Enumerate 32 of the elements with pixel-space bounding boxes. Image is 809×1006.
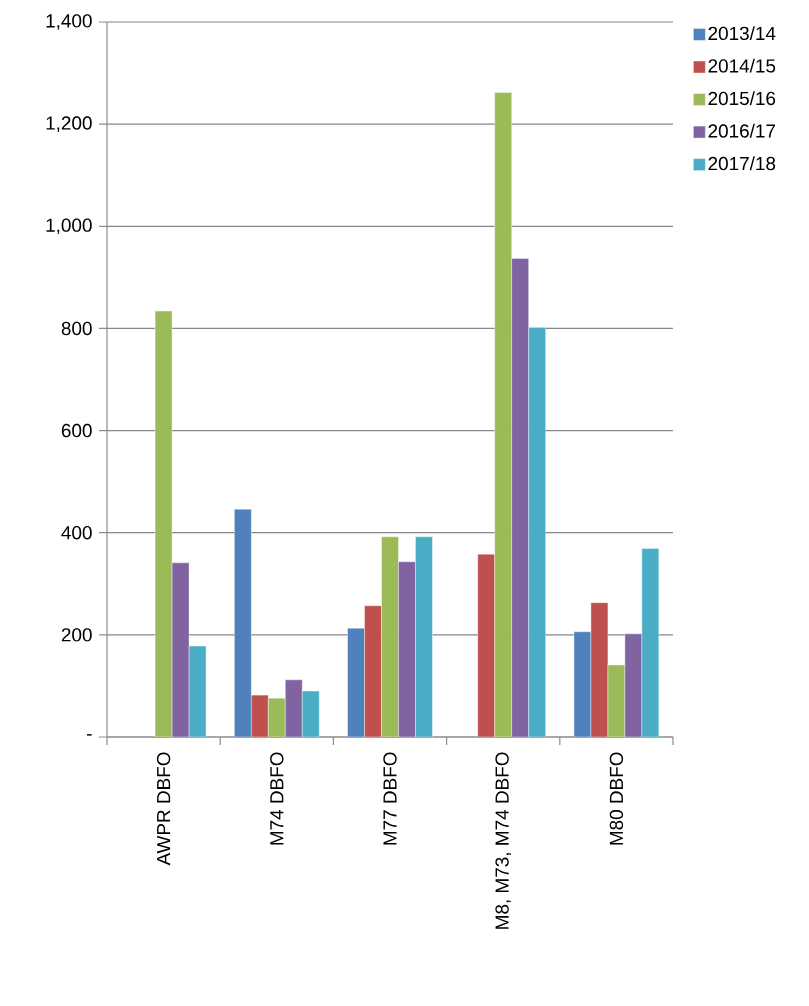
legend-label: 2017/18	[708, 156, 776, 171]
x-tick-label: AWPR DBFO	[156, 752, 171, 866]
bar	[398, 561, 416, 737]
bar	[268, 697, 286, 737]
y-tick-label: -	[87, 734, 92, 736]
y-tick-label: 1,400	[46, 14, 92, 30]
bar	[477, 553, 495, 737]
bar	[494, 92, 512, 737]
bar	[302, 690, 320, 737]
y-tick-label: 400	[61, 526, 92, 540]
bar	[251, 694, 269, 737]
y-tick-label: 1,000	[46, 218, 92, 235]
bar	[347, 628, 365, 737]
bar	[285, 679, 303, 737]
y-tick-label: 200	[61, 628, 92, 642]
legend-label: 2014/15	[708, 58, 776, 73]
bar	[381, 536, 399, 737]
x-tick-label: M8, M73, M74 DBFO	[495, 752, 512, 929]
bar	[234, 509, 252, 737]
bar	[364, 605, 382, 737]
y-tick-label: 800	[61, 321, 92, 336]
legend-label: 2013/14	[708, 26, 776, 41]
legend-label: 2015/16	[708, 91, 776, 106]
x-tick-label: M77 DBFO	[383, 752, 397, 845]
bar	[528, 327, 546, 737]
x-tick-label: M74 DBFO	[270, 752, 284, 845]
legend-label: 2016/17	[708, 123, 776, 138]
y-tick-label: 600	[61, 423, 92, 438]
bar	[415, 536, 433, 737]
x-tick-label: M80 DBFO	[609, 752, 624, 845]
bar	[511, 258, 529, 737]
y-tick-label: 1,200	[46, 116, 92, 132]
